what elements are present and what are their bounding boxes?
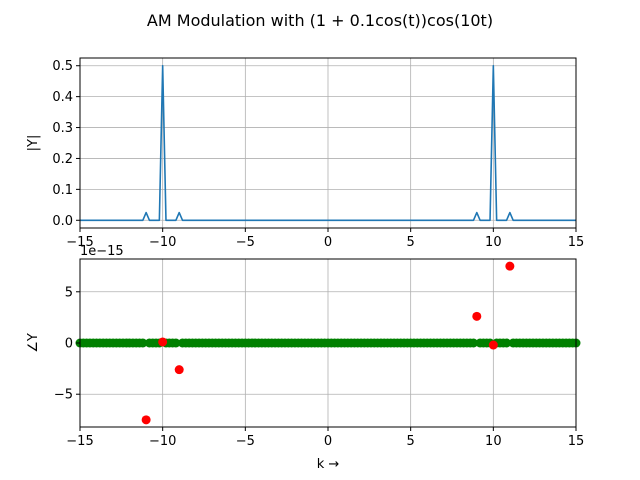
green-phase-point	[171, 338, 181, 348]
phase-ticks: −15 −10 −5 0 5 10 15 −5 0 5	[54, 285, 584, 449]
x-tick-label: 10	[485, 235, 502, 250]
y-tick-label: 0.3	[52, 121, 73, 136]
y-tick-label: 0.0	[52, 214, 73, 229]
x-tick-label: 0	[324, 434, 332, 449]
y-tick-label: 0	[65, 337, 73, 352]
magnitude-ylabel: |Y|	[26, 135, 41, 152]
x-tick-label: −10	[149, 235, 176, 250]
phase-xlabel: k →	[317, 457, 340, 472]
magnitude-line	[80, 64, 576, 222]
green-phase-point	[468, 338, 478, 348]
phase-plot: −15 −10 −5 0 5 10 15 −5 0 5 ∠Y k → 1e−15	[26, 244, 584, 472]
figure-title: AM Modulation with (1 + 0.1cos(t))cos(10…	[147, 11, 493, 30]
red-phase-point	[488, 340, 498, 350]
x-tick-label: 0	[324, 235, 332, 250]
x-tick-label: 15	[568, 434, 585, 449]
red-phase-point	[141, 415, 151, 425]
magnitude-series	[80, 64, 576, 222]
x-tick-label: −5	[236, 235, 255, 250]
red-phase-point	[472, 311, 482, 321]
x-tick-label: −15	[66, 235, 93, 250]
magnitude-plot: −15 −10 −5 0 5 10 15 0.0 0.1 0.2 0.3 0.4 0.5 |Y|	[26, 57, 584, 250]
y-tick-label: 0.1	[52, 183, 73, 198]
y-tick-label: 0.4	[52, 90, 73, 105]
green-phase-point	[138, 338, 148, 348]
red-phase-point	[505, 261, 515, 271]
x-tick-label: −10	[149, 434, 176, 449]
y-tick-label: 0.2	[52, 152, 73, 167]
x-tick-label: −5	[236, 434, 255, 449]
red-phase-point	[158, 337, 168, 347]
x-tick-label: 5	[407, 434, 415, 449]
magnitude-grid	[79, 58, 577, 228]
x-tick-label: 10	[485, 434, 502, 449]
y-tick-label: −5	[54, 388, 73, 403]
magnitude-ticks: −15 −10 −5 0 5 10 15 0.0 0.1 0.2 0.3 0.4 0.5	[52, 59, 584, 250]
phase-ylabel: ∠Y	[26, 333, 41, 353]
phase-series	[75, 261, 581, 425]
x-tick-label: 5	[407, 235, 415, 250]
x-tick-label: −15	[66, 434, 93, 449]
y-tick-label: 5	[65, 285, 73, 300]
green-phase-point	[502, 338, 512, 348]
phase-offset-text: 1e−15	[80, 244, 124, 259]
x-tick-label: 15	[568, 235, 585, 250]
y-tick-label: 0.5	[52, 59, 73, 74]
red-phase-point	[174, 365, 184, 375]
